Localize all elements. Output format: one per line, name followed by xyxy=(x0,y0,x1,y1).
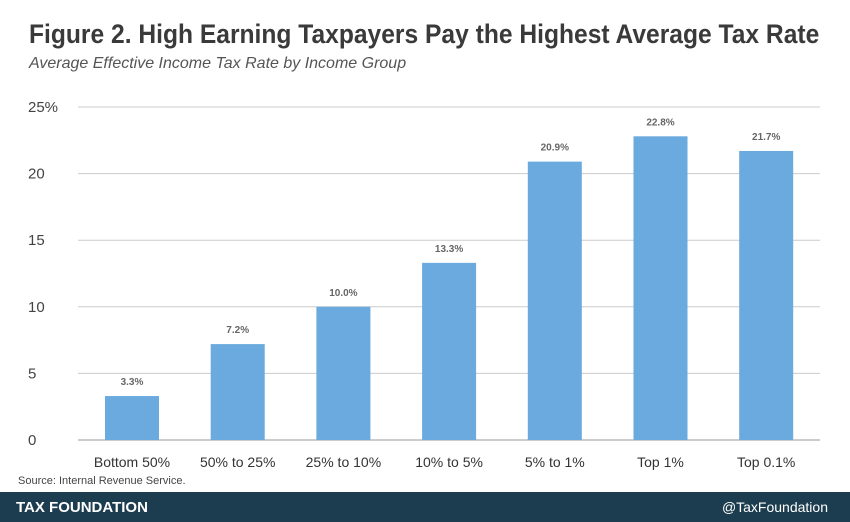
chart-subtitle: Average Effective Income Tax Rate by Inc… xyxy=(29,55,407,72)
data-label: 13.3% xyxy=(435,244,463,255)
bar xyxy=(739,150,794,440)
data-label: 3.3% xyxy=(121,377,144,388)
data-label: 10.0% xyxy=(329,288,357,299)
x-tick-label: Bottom 50% xyxy=(94,454,170,470)
footer-bar: TAX FOUNDATION @TaxFoundation xyxy=(0,492,850,522)
y-tick-label: 10 xyxy=(28,299,45,316)
y-tick-label: 25% xyxy=(28,99,58,116)
data-label: 7.2% xyxy=(226,325,249,336)
bar-chart: 0 5 10 15 20 25% 3.3% Bottom 50% 7.2% 50% to 25% 1… xyxy=(28,99,820,470)
data-label: 22.8% xyxy=(646,117,674,128)
source-note: Source: Internal Revenue Service. xyxy=(18,475,186,487)
y-tick-label: 5 xyxy=(28,365,36,382)
chart-title: Figure 2. High Earning Taxpayers Pay the… xyxy=(29,19,820,49)
y-tick-label: 15 xyxy=(28,232,45,249)
x-tick-label: Top 1% xyxy=(637,454,684,470)
data-label: 21.7% xyxy=(752,132,780,143)
x-tick-label: 10% to 5% xyxy=(415,454,483,470)
data-label: 20.9% xyxy=(541,143,569,154)
footer-handle: @TaxFoundation xyxy=(721,499,828,515)
x-tick-label: 5% to 1% xyxy=(525,454,585,470)
x-tick-label: Top 0.1% xyxy=(737,454,795,470)
x-tick-label: 50% to 25% xyxy=(200,454,276,470)
bar xyxy=(210,344,265,440)
bar xyxy=(633,136,688,440)
bar xyxy=(422,262,477,440)
bar xyxy=(527,161,582,440)
bar xyxy=(316,306,371,440)
y-tick-label: 20 xyxy=(28,166,45,183)
y-tick-label: 0 xyxy=(28,432,36,449)
footer-brand: TAX FOUNDATION xyxy=(16,499,148,516)
bar xyxy=(105,396,159,440)
x-tick-label: 25% to 10% xyxy=(306,454,382,470)
